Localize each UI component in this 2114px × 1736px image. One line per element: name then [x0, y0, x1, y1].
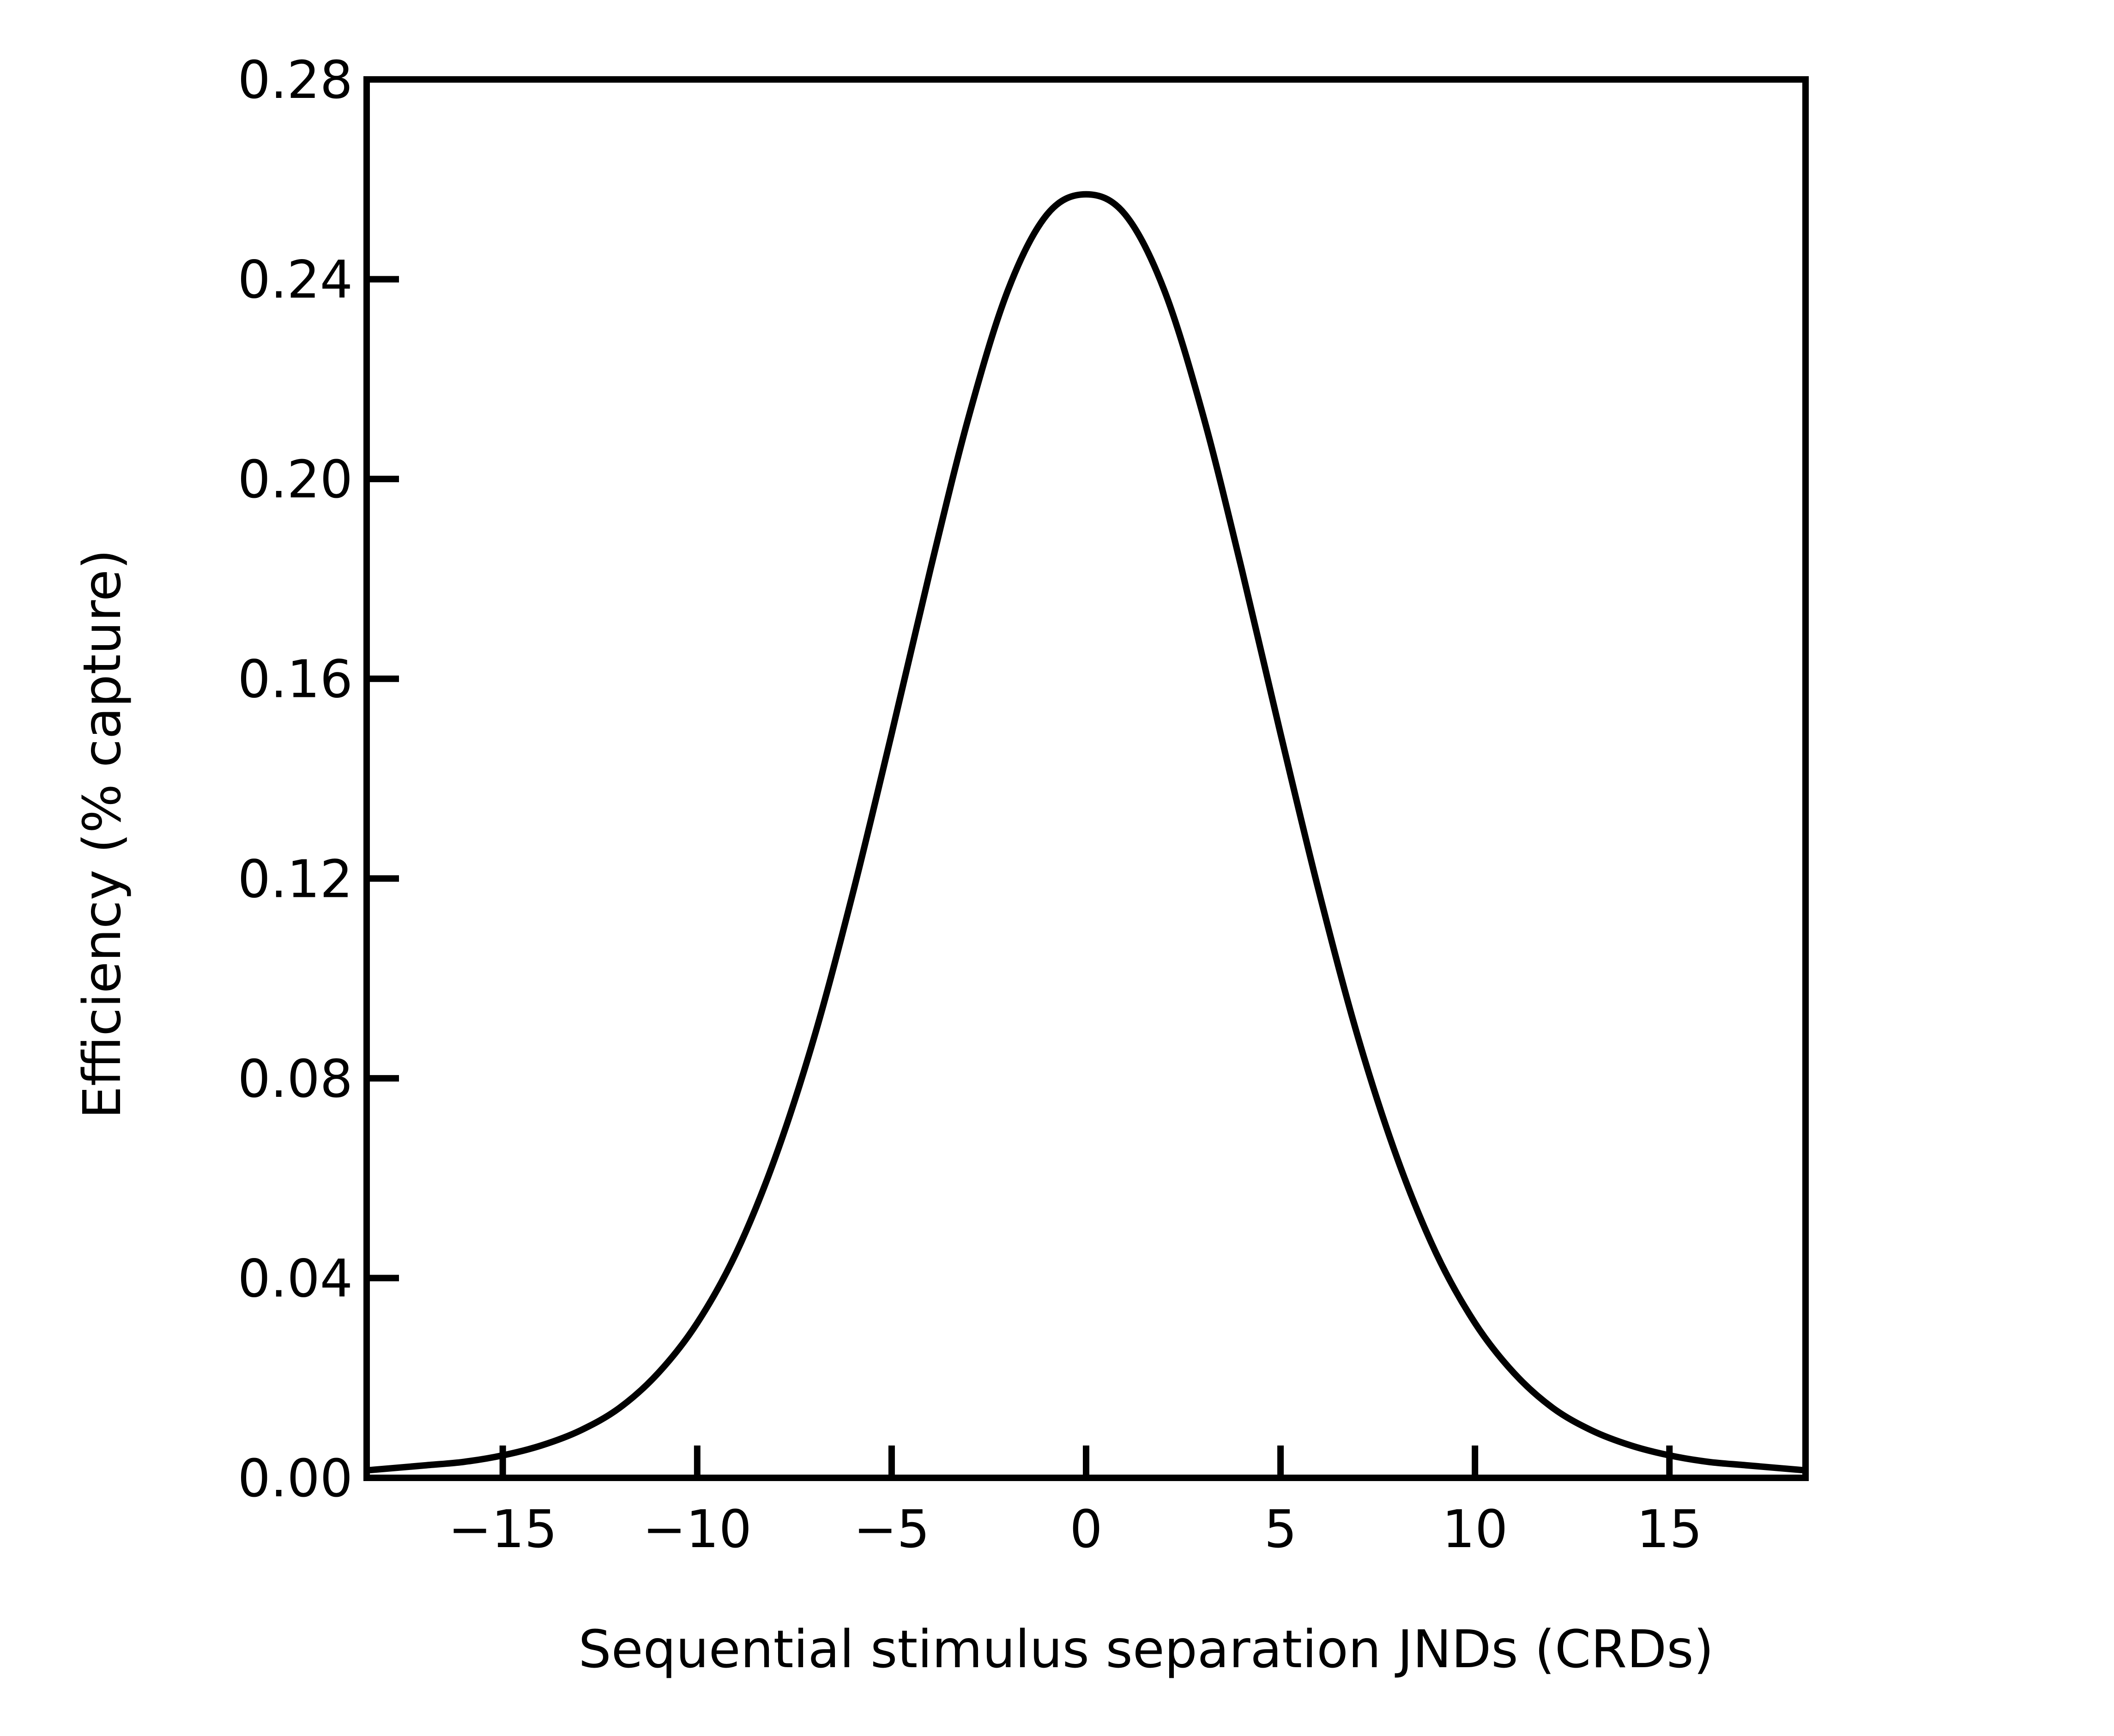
- y-tick-label: 0.08: [238, 1049, 353, 1109]
- x-tick-label: 0: [1069, 1500, 1102, 1560]
- x-tick-label: 15: [1637, 1500, 1703, 1560]
- y-tick-label: 0.28: [238, 50, 353, 110]
- plot-frame: [363, 76, 1809, 1481]
- x-tick-label: −10: [643, 1500, 752, 1560]
- x-tick-label: 5: [1264, 1500, 1297, 1560]
- x-tick-label: 10: [1442, 1500, 1508, 1560]
- series-layer: [363, 191, 1809, 1474]
- ticks: 0.00 0.04 0.08 0.12 0.16 0.20 0.24 0.28 −15 −10 −5…: [238, 50, 1703, 1560]
- y-tick-label: 0.20: [238, 450, 353, 510]
- x-axis-label: Sequential stimulus separation JNDs (CRD…: [579, 1620, 1714, 1680]
- y-tick-label: 0.12: [238, 849, 353, 909]
- y-tick-label: 0.04: [238, 1249, 353, 1309]
- y-tick-label: 0.24: [238, 250, 353, 310]
- y-tick-label: 0.16: [238, 650, 353, 710]
- x-tick-label: −15: [448, 1500, 557, 1560]
- y-axis-label: Efficiency (% capture): [72, 549, 133, 1119]
- y-tick-label: 0.00: [238, 1449, 353, 1509]
- x-tick-label: −5: [853, 1500, 930, 1560]
- efficiency-curve-line: [363, 191, 1809, 1474]
